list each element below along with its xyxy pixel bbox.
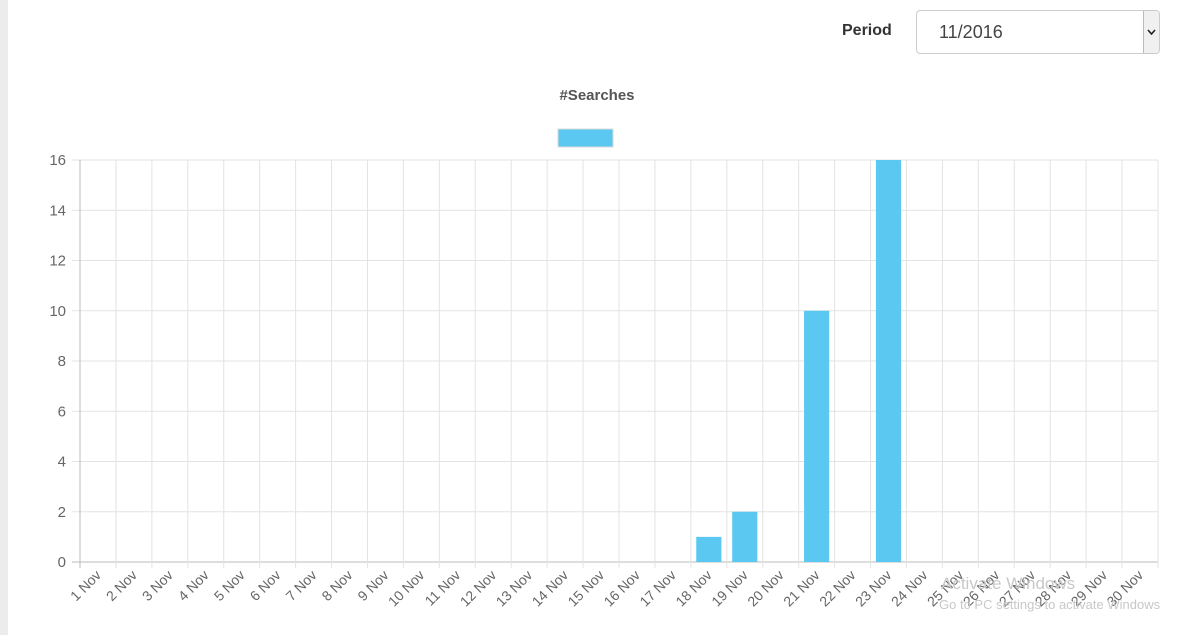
x-tick-label: 21 Nov (780, 567, 823, 610)
x-tick-label: 19 Nov (708, 567, 751, 610)
bar (804, 310, 830, 562)
bar (732, 511, 758, 562)
period-select-value: 11/2016 (939, 22, 1003, 42)
y-tick-label: 12 (49, 253, 66, 270)
x-tick-label: 5 Nov (211, 567, 248, 604)
x-tick-label: 8 Nov (318, 567, 355, 604)
chart-title: #Searches (559, 87, 634, 104)
x-tick-label: 18 Nov (672, 567, 715, 610)
y-tick-label: 2 (58, 504, 66, 521)
legend-swatch (557, 128, 614, 148)
bar (875, 160, 902, 562)
x-tick-label: 12 Nov (457, 567, 500, 610)
x-tick-label: 16 Nov (600, 567, 643, 610)
x-tick-label: 3 Nov (139, 567, 176, 604)
y-tick-label: 16 (49, 152, 66, 169)
period-select[interactable]: 11/2016 (916, 10, 1160, 54)
y-tick-label: 8 (58, 353, 66, 370)
x-tick-label: 6 Nov (247, 567, 284, 604)
y-tick-label: 4 (58, 454, 66, 471)
activation-watermark-title: Activate Windows (941, 574, 1076, 593)
x-tick-label: 10 Nov (385, 567, 428, 610)
x-tick-label: 17 Nov (636, 567, 679, 610)
y-tick-label: 10 (49, 303, 66, 320)
x-tick-label: 13 Nov (493, 567, 536, 610)
chevron-down-icon[interactable] (1143, 11, 1159, 53)
activation-watermark-subtitle: Go to PC settings to activate Windows (939, 597, 1161, 612)
x-tick-label: 2 Nov (103, 567, 140, 604)
x-tick-label: 20 Nov (744, 567, 787, 610)
y-tick-label: 6 (58, 403, 66, 420)
x-tick-label: 7 Nov (283, 567, 320, 604)
x-tick-label: 23 Nov (852, 567, 895, 610)
x-tick-label: 14 Nov (529, 567, 572, 610)
x-tick-label: 15 Nov (564, 567, 607, 610)
period-label: Period (842, 22, 892, 39)
y-tick-label: 14 (49, 202, 66, 219)
bar (696, 536, 722, 562)
x-tick-label: 1 Nov (67, 567, 104, 604)
y-tick-label: 0 (58, 554, 66, 571)
x-tick-label: 4 Nov (175, 567, 212, 604)
x-tick-label: 11 Nov (421, 567, 463, 609)
x-tick-label: 24 Nov (888, 567, 931, 610)
left-rail (0, 0, 8, 635)
x-tick-label: 22 Nov (816, 567, 859, 610)
